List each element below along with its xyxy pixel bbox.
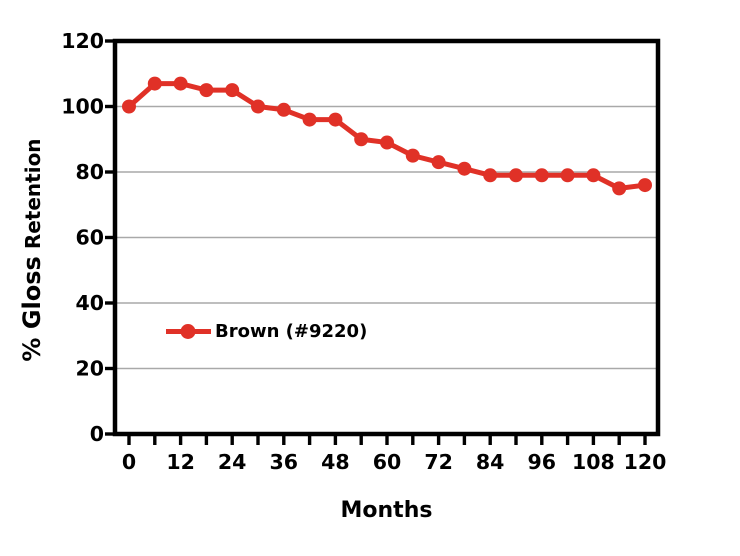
y-tick-label: 40 [75,291,104,315]
data-point [534,168,549,183]
data-point [638,178,652,193]
data-point [431,155,446,170]
data-point [173,76,188,91]
y-tick-label: 20 [75,357,104,381]
data-point [199,83,214,98]
y-axis-label-primary: % Gloss [18,256,46,362]
data-point [328,112,343,127]
data-point [122,99,136,114]
data-point [509,168,523,183]
x-tick-label: 12 [166,450,195,474]
x-tick-label: 36 [270,450,299,474]
x-tick-label: 120 [624,450,667,474]
x-tick-label: 24 [218,450,247,474]
legend: Brown (#9220) [165,320,368,342]
data-point [457,161,472,176]
x-tick-label: 60 [373,450,402,474]
legend-series-label: Brown (#9220) [215,320,368,342]
y-tick-label: 0 [90,422,104,446]
data-point [483,168,498,183]
x-tick-label: 0 [122,450,136,474]
x-axis-label: Months [340,498,433,523]
x-tick-label: 84 [476,450,505,474]
y-tick-label: 80 [75,160,104,184]
y-tick-label: 100 [61,95,104,119]
data-point [405,148,420,163]
y-tick-label: 60 [75,226,104,250]
y-axis-label: % Gloss Retention [18,138,46,361]
x-tick-label: 108 [572,450,615,474]
data-point [225,83,240,98]
data-point [380,135,394,150]
data-point [276,102,291,117]
data-point [560,168,575,183]
x-tick-label: 96 [528,450,557,474]
data-point [612,181,627,196]
data-point [586,168,601,183]
legend-marker-icon [166,323,211,339]
x-tick-label: 48 [321,450,350,474]
plot-border [112,38,661,437]
y-tick-label: 120 [61,29,104,53]
data-point [354,132,369,147]
x-tick-label: 72 [424,450,453,474]
legend-point-sample [180,323,196,339]
data-point [302,112,317,127]
y-axis-label-secondary: Retention [21,138,45,250]
data-point [251,99,265,114]
data-point [147,76,162,91]
